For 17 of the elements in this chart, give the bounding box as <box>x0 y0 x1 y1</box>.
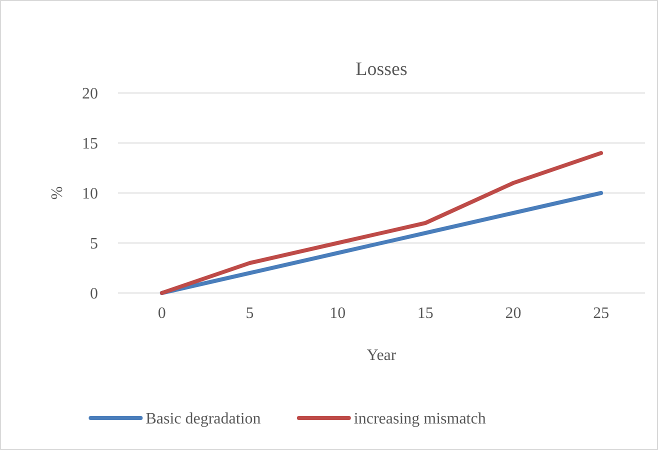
x-axis-title: Year <box>366 347 397 364</box>
y-tick-label: 0 <box>90 286 98 303</box>
x-tick-label: 20 <box>505 305 522 322</box>
x-tick-label: 0 <box>158 305 166 322</box>
y-tick-label: 5 <box>90 236 98 253</box>
x-tick-label: 25 <box>593 305 610 322</box>
x-tick-label: 15 <box>417 305 434 322</box>
x-tick-label: 10 <box>330 305 346 322</box>
legend-label: Basic degradation <box>146 410 261 428</box>
y-tick-label: 10 <box>82 186 98 203</box>
line-series <box>160 151 604 295</box>
x-tick-label: 5 <box>246 305 254 322</box>
y-tick-label: 15 <box>82 136 98 153</box>
y-tick-label: 20 <box>82 86 98 103</box>
legend-label: increasing mismatch <box>354 410 486 428</box>
chart-title: Losses <box>356 59 408 80</box>
y-axis-title: % <box>49 186 66 200</box>
